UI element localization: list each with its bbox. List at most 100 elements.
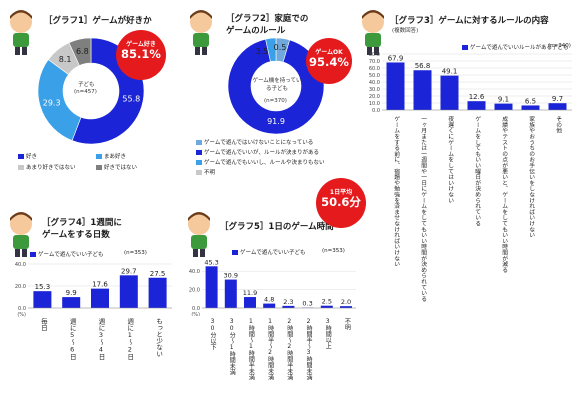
chart3-bar — [413, 70, 432, 110]
chart5-bar — [282, 305, 295, 308]
chart4-category-label: 週に1〜2日 — [125, 318, 134, 360]
chart4-ytick: 0.0 — [18, 306, 26, 312]
chart5-category-label: 1時間半〜2時間未満 — [266, 318, 274, 380]
chart5-category-label: 30分以下 — [209, 318, 216, 350]
chart4-bar-label: 29.7 — [121, 267, 137, 275]
chart3-subtitle: (複数回答) — [392, 28, 419, 34]
chart4-bar — [91, 288, 109, 308]
chart1-legend-item: まあ好き — [96, 152, 126, 160]
chart4-bar-label: 15.3 — [35, 283, 51, 291]
chart3-ytick: 60.0 — [369, 66, 380, 72]
chart1-slice-label: 29.3 — [43, 99, 61, 108]
chart4-title-line2: ゲームをする日数 — [42, 230, 110, 240]
chart3-category-label: 夜遅くにゲームをしてはいけない — [446, 116, 453, 203]
chart3-bar — [467, 101, 486, 110]
chart1-center-n: (n=457) — [74, 89, 97, 95]
chart3-bar — [386, 62, 405, 110]
chart4-ylabel: (%) — [17, 312, 26, 318]
chart5-ytick: 20.0 — [189, 288, 200, 294]
chart3-ytick: 80.0 — [369, 52, 380, 58]
chart5-bar — [205, 266, 218, 308]
chart5-category-label: 30分〜1時間未満 — [228, 318, 236, 375]
chart3-ytick: 20.0 — [369, 94, 380, 100]
chart3-bar-label: 9.1 — [498, 96, 509, 104]
chart5-bar-label: 2.5 — [322, 298, 332, 306]
chart5-category-label: 3時間以上 — [324, 318, 332, 349]
chart5-bars: 0.0 20.0 40.0 (%) 45.3 30.9 11.9 4.8 2.3 0.3 2.5 2.… — [189, 258, 356, 316]
chart2-legend-item: ゲームで遊んでもいいし、ルールや決まりもない — [196, 158, 324, 166]
boy-figure-icon — [10, 212, 32, 257]
chart3-bar — [548, 103, 567, 110]
chart5-category-label: 2時間半〜3時間未満 — [305, 318, 312, 380]
chart3-bar — [521, 105, 540, 110]
chart3-category-label: 一ヶ月または一週間や一日にゲームをしてもいい時間が決められている — [419, 116, 426, 302]
chart4-bar-label: 9.9 — [66, 289, 77, 297]
chart2-pie: 3.5 0.5 91.9 — [228, 38, 324, 134]
chart4-bar-label: 17.6 — [92, 281, 108, 289]
chart5-category-label: 1時間〜1時間半未満 — [247, 318, 255, 380]
chart2-title-line2: ゲームのルール — [226, 26, 286, 36]
chart2-legend-item: ゲームで遊んではいけないことになっている — [196, 138, 313, 146]
chart3-bar-label: 56.8 — [415, 62, 431, 70]
chart4-bar — [148, 277, 167, 308]
boy-figure-icon — [188, 212, 210, 257]
chart2-center-n: (n=370) — [264, 98, 287, 104]
chart4-bar — [33, 291, 52, 308]
chart4-legend: ゲームで遊んでいい子ども — [30, 250, 104, 258]
chart4-ytick: 40.0 — [15, 262, 26, 268]
chart4-title: ［グラフ4］1週間に — [42, 218, 122, 228]
chart3-bar-label: 9.7 — [552, 95, 563, 103]
chart3-bar-label: 6.5 — [525, 97, 536, 105]
chart1-legend-item: 好きではない — [96, 163, 137, 171]
chart1-slice-label: 8.1 — [59, 55, 72, 64]
chart4-category-label: 毎日 — [39, 318, 48, 331]
chart5-bar — [320, 305, 333, 308]
chart5-bar — [224, 279, 237, 308]
chart4-bars: 0.0 20.0 40.0 (%) 15.3 9.9 17.6 29.7 27.5 — [15, 262, 172, 318]
chart4-category-label: 週に5〜6日 — [68, 318, 77, 360]
chart4-bar — [62, 297, 81, 308]
chart2-center-label: ゲーム機を持っている子ども — [252, 78, 302, 92]
chart1-legend-item: あまり好きではない — [18, 163, 76, 171]
chart3-bar-label: 49.1 — [442, 68, 458, 76]
chart2-legend-item: ゲームで遊んでいいが、ルールが決まりがある — [196, 148, 319, 156]
chart5-bar-label: 45.3 — [204, 258, 218, 266]
chart5-bar-label: 11.9 — [243, 289, 257, 297]
chart5-bar — [244, 297, 256, 308]
chart5-bar-label: 2.0 — [341, 298, 351, 306]
chart3-bar — [440, 75, 459, 110]
chart3-legend: ゲームで遊んでいいルールがある子ども — [462, 43, 569, 51]
chart5-bar-label: 4.8 — [264, 296, 274, 304]
chart3-bar-label: 12.6 — [469, 93, 485, 101]
chart4-ytick: 20.0 — [15, 284, 26, 290]
chart4-n: (n=353) — [124, 250, 147, 256]
boy-figure-icon — [10, 10, 32, 55]
chart3-ytick: 50.0 — [369, 73, 380, 79]
chart2-slice-label: 0.5 — [274, 43, 287, 52]
chart5-category-label: 2時間〜2時間半未満 — [285, 318, 293, 380]
chart3-ytick: 30.0 — [369, 87, 380, 93]
chart3-category-label: 家族やおうちのお手伝いをしなければいけない — [527, 116, 534, 238]
chart5-bar-label: 30.9 — [224, 272, 238, 280]
chart1-center-label: 子ども — [78, 82, 95, 88]
chart4-category-label: 週に3〜4日 — [97, 318, 105, 360]
chart1-title: ［グラフ1］ゲームが好きか — [44, 16, 152, 26]
chart1-slice-label: 6.8 — [76, 47, 89, 56]
boy-figure-icon — [362, 10, 384, 55]
chart5-category-label: 不明 — [343, 318, 351, 330]
chart3-category-label: その他 — [554, 116, 561, 134]
chart2-slice — [228, 38, 324, 134]
chart5-n: (n=353) — [322, 248, 345, 254]
chart1-slice — [68, 38, 92, 66]
chart5-bar — [263, 303, 276, 308]
chart3-title: ［グラフ3］ゲームに対するルールの内容 — [390, 16, 549, 26]
chart3-ytick: 10.0 — [369, 101, 380, 107]
chart2-slice — [265, 38, 277, 62]
chart4-bar-label: 27.5 — [150, 270, 166, 278]
chart5-bar — [340, 306, 352, 308]
chart3-bar — [494, 103, 513, 110]
chart1-slice — [38, 59, 82, 141]
chart3-ytick: 0.0 — [372, 108, 380, 114]
chart5-ytick: 40.0 — [189, 269, 200, 275]
chart3-category-label: 成績やテストの点が悪いと、ゲームをしてもいい時間が減る — [500, 116, 507, 273]
